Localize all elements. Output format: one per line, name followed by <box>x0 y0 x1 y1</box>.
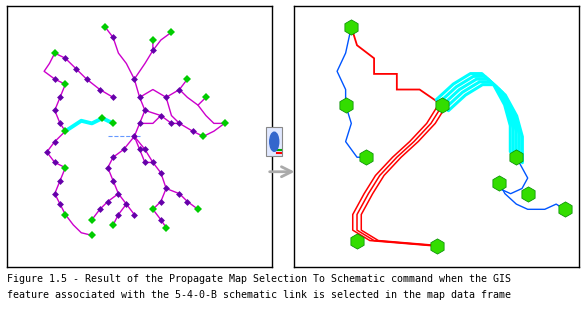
Circle shape <box>270 132 279 151</box>
Text: feature associated with the 5-4-0-B schematic link is selected in the map data f: feature associated with the 5-4-0-B sche… <box>7 290 511 300</box>
FancyBboxPatch shape <box>266 127 282 156</box>
Text: Figure 1.5 - Result of the Propagate Map Selection To Schematic command when the: Figure 1.5 - Result of the Propagate Map… <box>7 274 511 284</box>
